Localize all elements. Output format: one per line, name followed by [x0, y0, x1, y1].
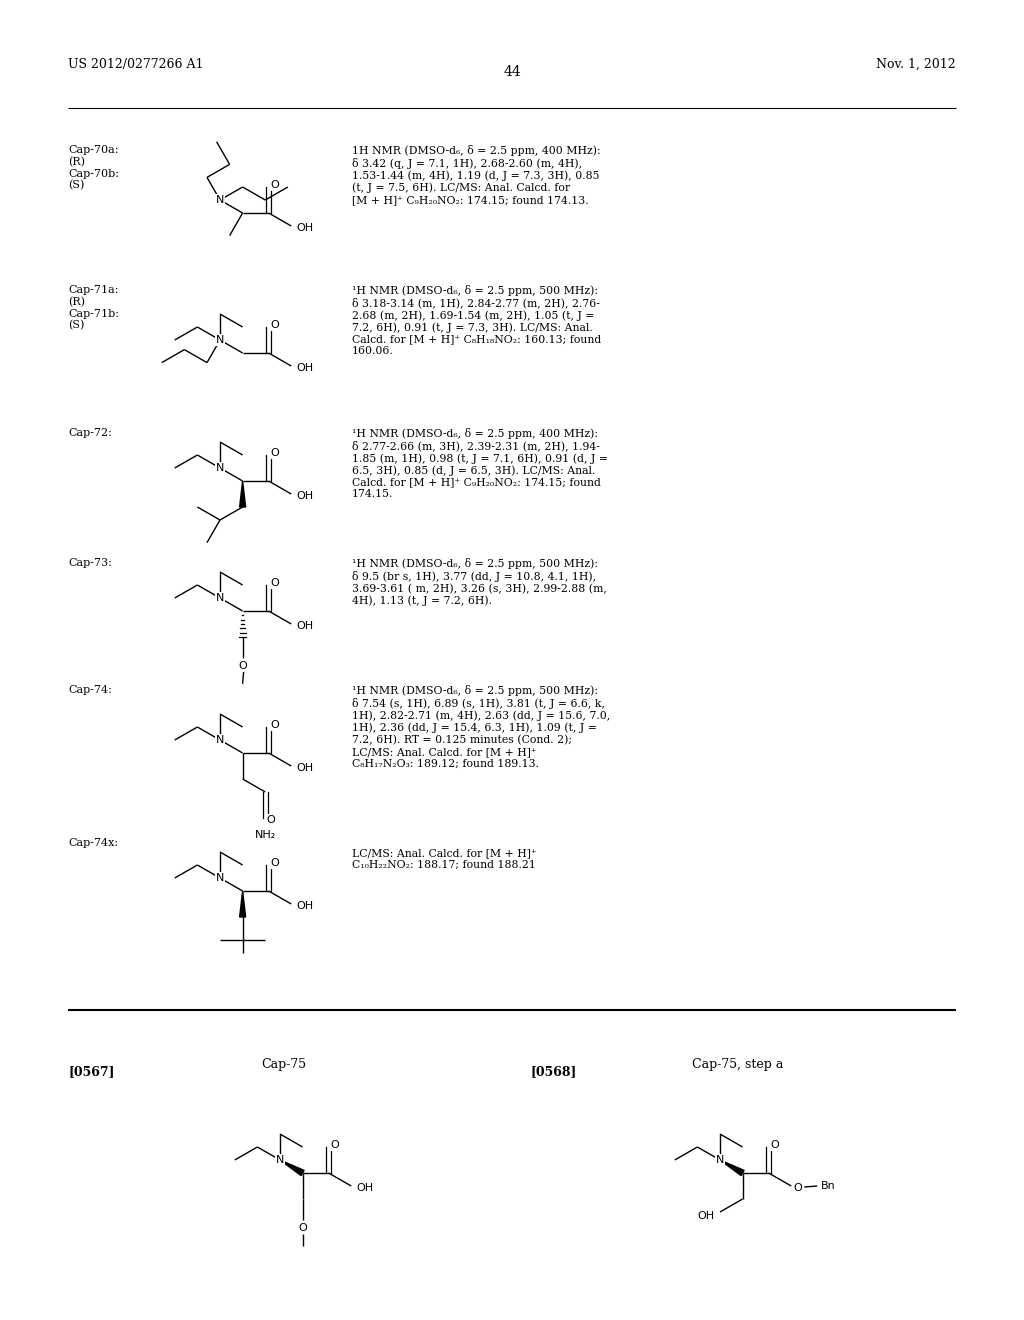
Text: Cap-70a:
(R)
Cap-70b:
(S): Cap-70a: (R) Cap-70b: (S)	[68, 145, 119, 190]
Polygon shape	[720, 1160, 744, 1176]
Text: O: O	[270, 180, 279, 190]
Text: O: O	[331, 1140, 339, 1150]
Text: ¹H NMR (DMSO-d₆, δ = 2.5 ppm, 500 MHz):
δ 7.54 (s, 1H), 6.89 (s, 1H), 3.81 (t, J: ¹H NMR (DMSO-d₆, δ = 2.5 ppm, 500 MHz): …	[352, 685, 610, 768]
Text: N: N	[216, 873, 224, 883]
Text: Bn: Bn	[821, 1181, 836, 1191]
Polygon shape	[240, 891, 246, 917]
Text: ¹H NMR (DMSO-d₆, δ = 2.5 ppm, 400 MHz):
δ 2.77-2.66 (m, 3H), 2.39-2.31 (m, 2H), : ¹H NMR (DMSO-d₆, δ = 2.5 ppm, 400 MHz): …	[352, 428, 608, 499]
Text: O: O	[270, 578, 279, 587]
Text: O: O	[770, 1140, 779, 1150]
Polygon shape	[280, 1160, 304, 1176]
Text: N: N	[216, 735, 224, 744]
Text: [0567]: [0567]	[68, 1065, 115, 1078]
Text: US 2012/0277266 A1: US 2012/0277266 A1	[68, 58, 204, 71]
Text: OH: OH	[297, 620, 313, 631]
Text: N: N	[216, 195, 224, 205]
Text: N: N	[216, 335, 224, 345]
Text: OH: OH	[356, 1183, 374, 1193]
Text: O: O	[298, 1222, 307, 1233]
Text: OH: OH	[297, 491, 313, 502]
Text: OH: OH	[297, 763, 313, 774]
Text: NH₂: NH₂	[255, 830, 275, 840]
Text: ¹H NMR (DMSO-d₆, δ = 2.5 ppm, 500 MHz):
δ 9.5 (br s, 1H), 3.77 (dd, J = 10.8, 4.: ¹H NMR (DMSO-d₆, δ = 2.5 ppm, 500 MHz): …	[352, 558, 607, 606]
Text: LC/MS: Anal. Calcd. for [M + H]⁺
C₁₀H₂₂NO₂: 188.17; found 188.21: LC/MS: Anal. Calcd. for [M + H]⁺ C₁₀H₂₂N…	[352, 847, 537, 870]
Text: O: O	[794, 1183, 803, 1193]
Text: Cap-74x:: Cap-74x:	[68, 838, 118, 847]
Text: O: O	[270, 447, 279, 458]
Text: Cap-74:: Cap-74:	[68, 685, 112, 696]
Text: N: N	[275, 1155, 285, 1166]
Text: OH: OH	[297, 902, 313, 911]
Text: Nov. 1, 2012: Nov. 1, 2012	[877, 58, 956, 71]
Text: Cap-75: Cap-75	[261, 1059, 306, 1071]
Text: OH: OH	[297, 223, 313, 234]
Text: [0568]: [0568]	[530, 1065, 577, 1078]
Text: O: O	[239, 661, 247, 671]
Text: O: O	[270, 319, 279, 330]
Text: O: O	[270, 719, 279, 730]
Text: Cap-73:: Cap-73:	[68, 558, 112, 568]
Text: 44: 44	[503, 65, 521, 79]
Text: 1H NMR (DMSO-d₆, δ = 2.5 ppm, 400 MHz):
δ 3.42 (q, J = 7.1, 1H), 2.68-2.60 (m, 4: 1H NMR (DMSO-d₆, δ = 2.5 ppm, 400 MHz): …	[352, 145, 601, 205]
Text: ¹H NMR (DMSO-d₆, δ = 2.5 ppm, 500 MHz):
δ 3.18-3.14 (m, 1H), 2.84-2.77 (m, 2H), : ¹H NMR (DMSO-d₆, δ = 2.5 ppm, 500 MHz): …	[352, 285, 601, 356]
Polygon shape	[240, 480, 246, 507]
Text: N: N	[216, 463, 224, 473]
Text: OH: OH	[297, 363, 313, 374]
Text: OH: OH	[697, 1210, 715, 1221]
Text: N: N	[716, 1155, 724, 1166]
Text: N: N	[216, 593, 224, 603]
Text: Cap-75, step a: Cap-75, step a	[692, 1059, 783, 1071]
Text: O: O	[267, 814, 275, 825]
Text: Cap-72:: Cap-72:	[68, 428, 112, 438]
Text: O: O	[270, 858, 279, 869]
Text: Cap-71a:
(R)
Cap-71b:
(S): Cap-71a: (R) Cap-71b: (S)	[68, 285, 119, 330]
